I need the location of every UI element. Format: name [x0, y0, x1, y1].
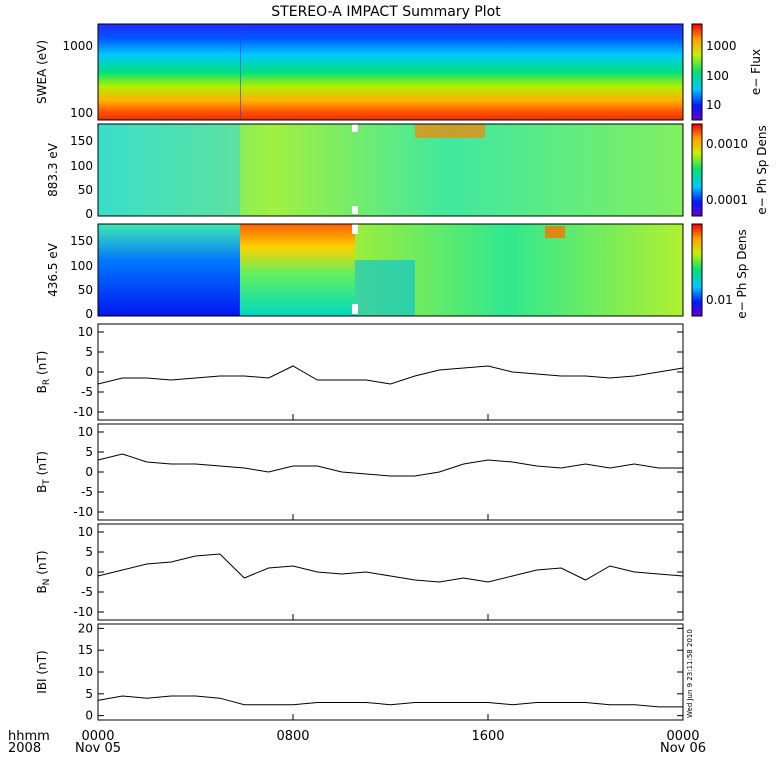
- pad-883-ytick-50: 50: [78, 183, 93, 197]
- br-ytick-label: -5: [81, 385, 93, 399]
- plot-title: STEREO-A IMPACT Summary Plot: [271, 4, 501, 20]
- bmag-panel: 20 15 10 5 0 IBI (nT): [35, 621, 684, 723]
- pad-436-ytick-100: 100: [70, 259, 93, 273]
- swea-ytick-1000: 1000: [62, 39, 93, 53]
- bt-frame: [97, 423, 684, 521]
- x-date-end: Nov 06: [660, 741, 706, 756]
- bn-ytick-label: -5: [81, 585, 93, 599]
- pad-436-cyan-segment: [355, 260, 415, 316]
- bmag-ytick-label: 0: [85, 709, 93, 723]
- pad-436-cbtick-0-01: 0.01: [706, 293, 733, 307]
- swea-cbtick-10: 10: [706, 98, 721, 112]
- bn-ylabel: BN (nT): [35, 550, 52, 593]
- pad-883-cbtick-0-0001: 0.0001: [706, 193, 748, 207]
- swea-frame: [97, 23, 684, 121]
- bn-series-line: [97, 553, 684, 583]
- pad-883-ytick-150: 150: [70, 134, 93, 148]
- pad-436-high-segment: [240, 224, 355, 316]
- pad-883-colorbar: [691, 123, 703, 217]
- br-ytick-label: 10: [78, 325, 93, 339]
- swea-change-boundary: [240, 24, 241, 120]
- pad-883-ytick-100: 100: [70, 159, 93, 173]
- pad-436-orange-patch: [545, 226, 565, 238]
- pad-436-gap-top: [352, 224, 358, 234]
- br-ytick-label: 5: [85, 345, 93, 359]
- pad-883-gap-top: [352, 124, 358, 132]
- br-series-line: [97, 365, 684, 385]
- bmag-series-line: [97, 695, 683, 708]
- x-tick-0800: 0800: [276, 729, 309, 744]
- pad-436-low-segment: [98, 224, 240, 316]
- bt-ytick-label: 5: [85, 445, 93, 459]
- swea-ylabel: SWEA (eV): [35, 40, 49, 104]
- pad-436-ytick-50: 50: [78, 283, 93, 297]
- pad-883-panel: 883.3 eV 150 100 50 0 0.0010 0.0001 e− P…: [46, 123, 769, 221]
- pad-436-frame: [97, 223, 684, 317]
- bn-panel: 10 5 0 -5 -10 BN (nT): [35, 523, 684, 621]
- x-tick-0000-end: 0000: [666, 729, 699, 744]
- swea-cbtick-100: 100: [706, 69, 729, 83]
- pad-883-gap-bottom: [352, 206, 358, 214]
- x-date-start: Nov 05: [75, 741, 121, 756]
- bt-ytick-label: 0: [85, 465, 93, 479]
- pad-436-panel: 436.5 eV 150 100 50 0 0.01 e− Ph Sp Dens: [46, 223, 749, 321]
- bmag-ytick-label: 15: [78, 643, 93, 657]
- magnetic-field-panels: 10 5 0 -5 -10 BR (nT) 10 5 0 -5 -10 BT (nT) 10 5 0 -5 -1…: [35, 323, 684, 723]
- pad-883-ytick-0: 0: [85, 207, 93, 221]
- pad-883-colorbar-label: e− Ph Sp Dens: [755, 125, 769, 214]
- pad-883-frame: [97, 123, 684, 217]
- bmag-ylabel: IBI (nT): [35, 650, 49, 693]
- bmag-ytick-label: 5: [85, 687, 93, 701]
- br-ylabel: BR (nT): [35, 351, 52, 394]
- pad-883-high-patch: [415, 124, 485, 138]
- bn-ytick-label: 5: [85, 545, 93, 559]
- bmag-ytick-label: 10: [78, 665, 93, 679]
- pad-883-ylabel: 883.3 eV: [46, 142, 60, 197]
- pad-436-ytick-150: 150: [70, 234, 93, 248]
- x-tick-1600: 1600: [471, 729, 504, 744]
- br-ytick-label: -10: [73, 405, 93, 419]
- bt-ytick-label: -10: [73, 505, 93, 519]
- pad-436-colorbar: [691, 223, 703, 317]
- bn-frame: [97, 523, 684, 621]
- swea-ytick-100: 100: [70, 106, 93, 120]
- pad-883-low-segment: [98, 124, 240, 216]
- swea-spectrogram-panel: SWEA (eV) 1000 100 1000 100 10 e− Flux: [35, 23, 763, 121]
- br-panel: 10 5 0 -5 -10 BR (nT): [35, 323, 684, 421]
- bmag-ytick-label: 20: [78, 621, 93, 635]
- swea-spectrogram: [98, 24, 683, 120]
- swea-cbtick-1000: 1000: [706, 39, 737, 53]
- bt-ytick-label: 10: [78, 425, 93, 439]
- footer-hhmm: hhmm: [8, 729, 50, 744]
- swea-colorbar-label: e− Flux: [749, 49, 763, 95]
- swea-colorbar: [691, 23, 703, 121]
- x-tick-0000-start: 0000: [81, 729, 114, 744]
- pad-883-cbtick-0-0010: 0.0010: [706, 137, 748, 151]
- bn-ytick-label: -10: [73, 605, 93, 619]
- timestamp-stamp: Wed Jun 9 23:11:58 2010: [686, 629, 694, 718]
- pad-436-ylabel: 436.5 eV: [46, 242, 60, 297]
- bt-ylabel: BT (nT): [35, 451, 52, 493]
- bt-ytick-label: -5: [81, 485, 93, 499]
- pad-436-colorbar-label: e− Ph Sp Dens: [735, 229, 749, 318]
- bn-ytick-label: 10: [78, 525, 93, 539]
- bn-ytick-label: 0: [85, 565, 93, 579]
- bt-panel: 10 5 0 -5 -10 BT (nT): [35, 423, 684, 521]
- bt-series-line: [97, 453, 683, 477]
- pad-436-gap-bottom: [352, 304, 358, 314]
- br-frame: [97, 323, 684, 421]
- bmag-frame: [97, 623, 684, 721]
- br-ytick-label: 0: [85, 365, 93, 379]
- footer-year: 2008: [8, 741, 41, 756]
- pad-436-ytick-0: 0: [85, 307, 93, 321]
